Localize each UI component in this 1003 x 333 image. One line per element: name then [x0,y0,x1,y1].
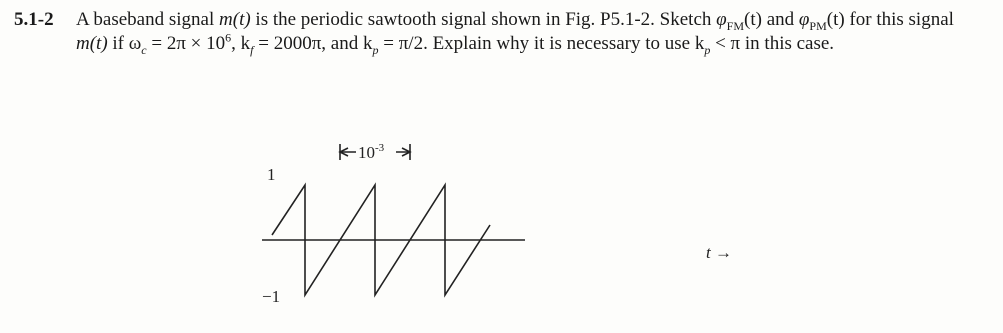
math: m(t) [76,33,108,54]
problem-text: A baseband signal m(t) is the periodic s… [76,8,989,56]
period-exp: -3 [375,142,385,154]
subscript: p [704,42,711,57]
subscript: c [141,42,147,57]
text-run: < π in this case. [710,33,835,54]
subscript: PM [809,18,827,33]
y-bottom-label: −1 [262,287,280,306]
math: φ [798,9,810,30]
text-run: = 2000π, and k [253,33,373,54]
text-run: if ω [107,33,142,54]
arrow-head [401,147,412,157]
math: m(t) [219,9,251,30]
label-bg [356,140,396,162]
text-run: is the periodic sawtooth signal shown in… [250,9,717,30]
text-run: = 2π × 10 [146,33,226,54]
text-run: (t) for this signal [826,9,954,30]
subscript: f [250,42,254,57]
x-label: t → [706,243,732,262]
text-run: = π/2. Explain why it is necessary to us… [378,33,705,54]
superscript: 6 [225,30,232,45]
math: φ [716,9,727,30]
problem-number: 5.1-2 [14,9,54,30]
period-label: 10-3 [358,142,385,162]
text-run: A baseband signal [76,9,220,30]
text-run: (t) and [744,9,799,30]
arrow-head [338,147,349,157]
subscript: FM [726,18,745,33]
text-run: , k [231,33,251,54]
sawtooth [271,182,491,298]
problem: 5.1-2 A baseband signal m(t) is the peri… [14,8,989,56]
y-top-label: 1 [267,165,276,184]
period-base: 10 [358,143,375,162]
subscript: p [372,42,379,57]
